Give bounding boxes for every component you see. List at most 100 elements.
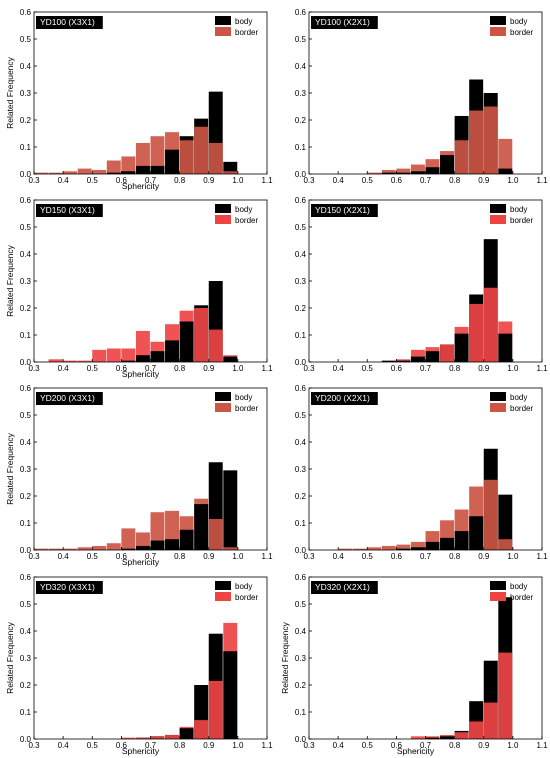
- bar-border: [396, 544, 411, 550]
- y-tick-label: 0.1: [20, 519, 32, 528]
- bar-border: [469, 303, 484, 362]
- y-tick-label: 0.3: [20, 89, 32, 98]
- x-tick-label: 0.3: [303, 176, 315, 185]
- legend-swatch-body: [215, 204, 231, 213]
- chart-svg: 0.3 0.4 0.5 0.6 0.7 0.8 0.9 1.0 1.1 0.0 0.1 0.2 0.3 0…: [280, 573, 548, 756]
- bar-border: [208, 142, 223, 174]
- y-tick-label: 0.4: [20, 62, 32, 71]
- x-tick-label: 1.1: [261, 364, 273, 373]
- y-tick-label: 0.4: [20, 438, 32, 447]
- y-tick-label: 0.6: [20, 196, 32, 205]
- bar-border: [34, 172, 48, 174]
- x-tick-label: 0.6: [391, 364, 403, 373]
- bar-border: [208, 518, 223, 550]
- panel-title-box: [36, 16, 103, 29]
- y-tick-label: 0.5: [295, 223, 307, 232]
- x-tick-label: 1.0: [232, 176, 244, 185]
- y-tick-label: 0.1: [295, 331, 307, 340]
- bar-border: [223, 171, 238, 174]
- x-tick-label: 0.7: [145, 552, 157, 561]
- bar-body: [179, 728, 194, 739]
- x-tick-label: 0.4: [58, 364, 70, 373]
- y-tick-label: 0.6: [295, 384, 307, 393]
- y-tick-label: 0.5: [20, 411, 32, 420]
- bar-border: [77, 168, 92, 174]
- bar-border: [396, 168, 411, 174]
- y-tick-label: 0.4: [295, 62, 307, 71]
- panel-title-box: [311, 16, 378, 29]
- bar-border: [454, 732, 469, 739]
- x-tick-label: 0.3: [28, 741, 40, 750]
- x-tick-label: 0.6: [116, 176, 128, 185]
- y-tick-label: 0.1: [20, 331, 32, 340]
- y-tick-label: 0.4: [295, 250, 307, 259]
- x-tick-label: 0.3: [28, 552, 40, 561]
- legend-swatch-border: [490, 592, 506, 601]
- bar-body: [498, 333, 513, 362]
- panel-title: YD320 (X3X1): [40, 582, 95, 592]
- bar-border: [135, 737, 150, 739]
- bar-body: [425, 541, 440, 550]
- x-tick-label: 0.4: [58, 176, 70, 185]
- x-tick-label: 0.4: [333, 552, 345, 561]
- y-axis-label: Related Frequency: [5, 621, 15, 694]
- x-tick-label: 1.1: [536, 741, 548, 750]
- y-axis-label: Related Frequency: [5, 56, 15, 129]
- y-tick-label: 0.2: [295, 116, 307, 125]
- x-tick-label: 0.8: [449, 176, 461, 185]
- panel-title-box: [311, 581, 378, 594]
- bar-body: [410, 547, 425, 550]
- x-tick-label: 0.6: [116, 552, 128, 561]
- legend-label-border: border: [235, 216, 258, 225]
- legend-swatch-body: [490, 204, 506, 213]
- legend-label-border: border: [510, 216, 533, 225]
- x-tick-label: 0.7: [145, 176, 157, 185]
- bar-border: [92, 545, 107, 550]
- x-tick-label: 0.7: [420, 552, 432, 561]
- y-tick-label: 0.1: [295, 708, 307, 717]
- bar-body: [440, 736, 455, 739]
- legend-label-body: body: [510, 17, 527, 26]
- x-tick-label: 0.9: [478, 364, 490, 373]
- legend-label-body: body: [510, 582, 527, 591]
- x-tick-label: 0.8: [174, 176, 186, 185]
- y-tick-label: 0.4: [295, 627, 307, 636]
- bar-border: [34, 548, 48, 550]
- y-tick-label: 0.3: [20, 277, 32, 286]
- x-tick-label: 0.5: [87, 552, 99, 561]
- y-tick-label: 0.3: [295, 89, 307, 98]
- x-tick-label: 0.7: [420, 176, 432, 185]
- bar-border: [208, 680, 223, 739]
- chart-panel: 0.3 0.4 0.5 0.6 0.7 0.8 0.9 1.0 1.1 0.0 0.1 0.2 0.3 0…: [0, 565, 275, 756]
- bar-body: [425, 737, 440, 739]
- x-tick-label: 0.7: [420, 364, 432, 373]
- bar-border: [208, 329, 223, 362]
- y-tick-label: 0.0: [20, 170, 32, 179]
- y-tick-label: 0.4: [295, 438, 307, 447]
- bar-body: [135, 545, 150, 550]
- x-tick-label: 0.9: [478, 741, 490, 750]
- y-tick-label: 0.1: [20, 143, 32, 152]
- bar-border: [150, 736, 165, 739]
- bar-body: [396, 548, 411, 550]
- bar-border: [410, 164, 425, 174]
- x-tick-label: 0.9: [478, 552, 490, 561]
- bar-border: [121, 348, 136, 362]
- legend-label-body: body: [510, 393, 527, 402]
- legend-label-border: border: [510, 593, 533, 602]
- x-tick-label: 0.6: [391, 176, 403, 185]
- bar-body: [425, 167, 440, 174]
- x-tick-label: 1.0: [507, 364, 519, 373]
- x-tick-label: 0.4: [333, 176, 345, 185]
- bar-border: [223, 547, 238, 550]
- chart-svg: 0.3 0.4 0.5 0.6 0.7 0.8 0.9 1.0 1.1 0.0 0.1 0.2 0.3 0…: [5, 196, 273, 379]
- chart-panel: 0.3 0.4 0.5 0.6 0.7 0.8 0.9 1.0 1.1 0.0 0.1 0.2 0.3 0…: [0, 188, 275, 379]
- bar-body: [150, 351, 165, 362]
- chart-panel: 0.3 0.4 0.5 0.6 0.7 0.8 0.9 1.0 1.1 0.0 0.1 0.2 0.3 0…: [275, 565, 550, 756]
- panel-title: YD320 (X2X1): [315, 582, 370, 592]
- bar-border: [63, 171, 78, 174]
- bar-body: [440, 155, 455, 174]
- bar-body: [121, 171, 136, 174]
- y-axis-label: Related Frequency: [5, 244, 15, 317]
- y-tick-label: 0.0: [20, 735, 32, 744]
